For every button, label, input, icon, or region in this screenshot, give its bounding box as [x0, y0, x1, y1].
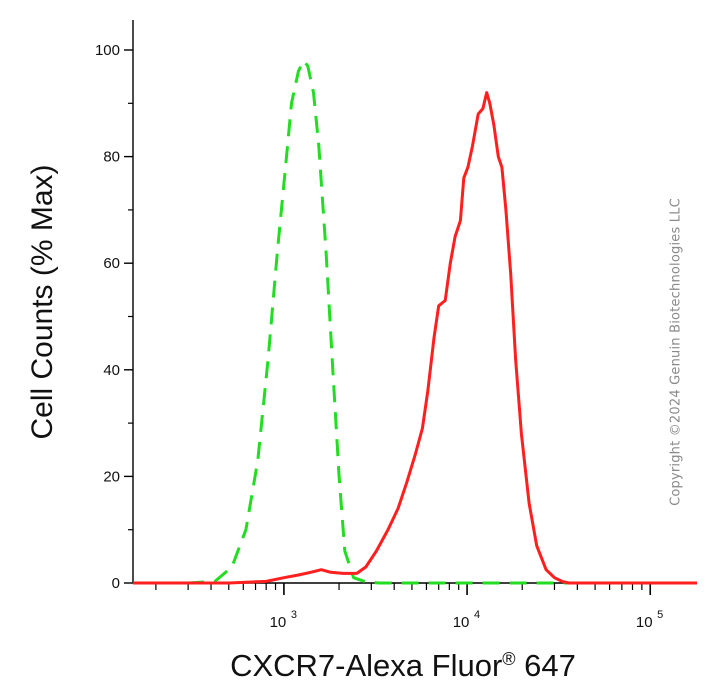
isotype-control-line: [133, 59, 697, 585]
y-tick-label: 80: [103, 149, 120, 166]
series-layer: [133, 59, 697, 585]
y-tick-label: 20: [103, 468, 120, 485]
y-tick-label: 0: [112, 575, 120, 592]
plot-frame: [132, 20, 697, 584]
x-tick-label: 10: [453, 614, 470, 631]
y-tick-label: 40: [103, 362, 120, 379]
y-axis-ticks: 0 20 40 60 80 100: [95, 42, 133, 592]
y-tick-label: 60: [103, 255, 120, 272]
x-axis-ticks: 10 3 10 4 10 5: [155, 583, 663, 631]
x-tick-label: 10: [636, 614, 653, 631]
x-tick-exponent: 3: [291, 609, 297, 621]
y-tick-label: 100: [95, 42, 120, 59]
copyright-watermark: Copyright ©2024 Genuin Biotechnologies L…: [668, 198, 684, 506]
x-tick-exponent: 5: [657, 609, 663, 621]
x-tick-exponent: 4: [474, 609, 480, 621]
x-axis-label: CXCR7-Alexa Fluor® 647: [230, 648, 576, 683]
cxcr7-stained-line: [133, 91, 697, 585]
x-tick-label: 10: [270, 614, 287, 631]
y-axis-label: Cell Counts (% Max): [26, 164, 59, 439]
